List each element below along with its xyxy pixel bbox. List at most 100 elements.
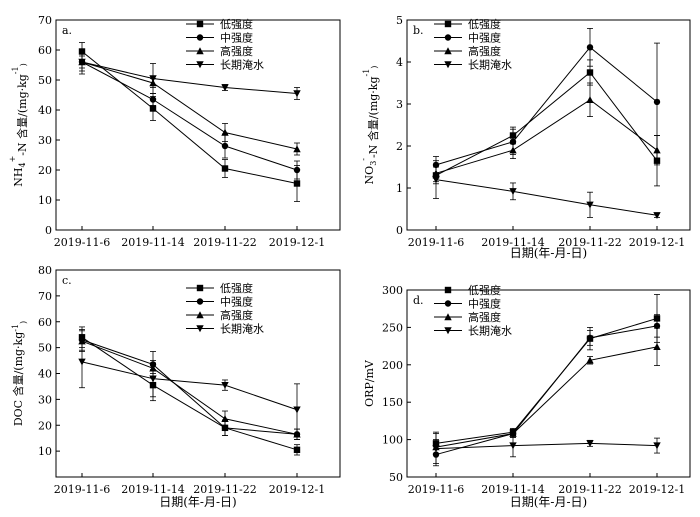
data-point: [653, 343, 661, 351]
y-tick-label: 30: [38, 134, 52, 147]
y-axis-label-part: 4: [18, 162, 27, 167]
y-tick-label: 250: [382, 321, 403, 334]
data-point: [293, 406, 301, 414]
legend-label: 长期淹水: [468, 325, 512, 338]
series-2: [432, 314, 661, 467]
plot-frame: [55, 19, 341, 231]
x-tick-label: 2019-11-22: [558, 483, 621, 496]
y-tick-label: 2: [396, 140, 403, 153]
y-tick-label: 20: [38, 419, 52, 432]
panel-label: a.: [62, 24, 72, 37]
series-line: [435, 442, 658, 450]
y-tick-label: 80: [38, 264, 52, 277]
series-2: [78, 52, 301, 180]
y-tick-label: 70: [38, 290, 52, 303]
y-tick-label: 70: [38, 14, 52, 27]
y-tick-label: 0: [45, 224, 52, 237]
data-point: [509, 442, 517, 450]
legend-marker: [444, 300, 452, 307]
series-4: [78, 335, 301, 437]
data-point: [149, 96, 157, 103]
series-line: [435, 346, 658, 448]
y-tick-label: 60: [38, 44, 52, 57]
panel-label: c.: [62, 274, 72, 287]
data-point: [586, 356, 594, 364]
data-point: [653, 146, 661, 154]
series-4: [432, 160, 661, 219]
data-point: [293, 90, 301, 98]
data-point: [432, 176, 440, 184]
legend-label: 低强度: [468, 283, 501, 297]
data-point: [293, 180, 301, 187]
x-tick-label: 2019-12-1: [629, 483, 685, 496]
legend-marker: [444, 47, 452, 55]
y-tick-label: 5: [396, 14, 403, 27]
plot-frame: [406, 289, 691, 478]
x-axis-label: 日期(年-月-日): [510, 246, 587, 260]
data-point: [293, 145, 301, 153]
x-tick-label: 2019-11-14: [481, 483, 544, 496]
y-axis-label-part: DOC 含量/(mg·kg: [11, 332, 25, 426]
y-tick-label: 4: [396, 56, 403, 69]
data-point: [149, 375, 157, 383]
chart-panel-2: 0 1 2 3 4 5 2019-11-6 2019-11-14 2019-11-22 2019-…: [359, 14, 691, 260]
data-point: [221, 128, 229, 136]
y-axis-label-part: -N 含量/(mg·kg: [15, 74, 29, 156]
data-point: [293, 166, 301, 174]
series-line: [435, 46, 658, 166]
y-axis-label-part: -1: [11, 66, 20, 74]
y-tick-label: 300: [382, 284, 403, 297]
y-axis-label-part: ): [19, 63, 28, 66]
x-tick-label: 2019-11-14: [121, 483, 184, 496]
y-axis-label: NO3--N 含量/(mg·kg-1): [359, 66, 380, 185]
y-tick-label: 1: [396, 182, 403, 195]
y-axis-label-part: +: [8, 156, 17, 163]
series-line: [81, 340, 298, 435]
x-tick-label: 2019-12-1: [269, 236, 325, 249]
series-line: [435, 179, 658, 216]
data-point: [221, 84, 229, 92]
legend-marker: [444, 34, 452, 41]
series-line: [81, 51, 298, 184]
series-1: [432, 294, 661, 455]
legend-marker: [444, 286, 452, 294]
x-tick-label: 2019-11-6: [408, 483, 464, 496]
legend-marker: [444, 313, 452, 321]
y-axis-label-part: ): [370, 66, 379, 69]
y-tick-label: 10: [38, 445, 52, 458]
x-tick-label: 2019-11-14: [121, 236, 184, 249]
legend-label: 中强度: [468, 297, 501, 311]
chart-panel-4: 50 100 150 200 250 300 2019-11-6 2019-11-14 2019…: [363, 283, 691, 509]
data-point: [586, 44, 594, 51]
data-point: [432, 445, 440, 453]
x-axis-label: 日期(年-月-日): [159, 495, 236, 509]
legend-label: 低强度: [220, 17, 253, 31]
y-axis-label: NH4+-N 含量/(mg·kg-1): [8, 63, 29, 186]
data-point: [653, 442, 661, 450]
data-point: [653, 98, 661, 106]
y-tick-label: 150: [382, 396, 403, 409]
legend-marker: [196, 284, 204, 292]
y-axis-label-part: -: [359, 158, 368, 161]
series-4: [78, 49, 301, 100]
y-axis-label-part: -1: [11, 324, 20, 332]
legend-label: 高强度: [220, 308, 253, 322]
series-line: [81, 61, 298, 150]
legend-marker: [444, 20, 452, 28]
data-point: [78, 58, 86, 66]
series-1: [78, 326, 301, 456]
legend-marker: [196, 20, 204, 28]
legend-marker: [196, 311, 204, 319]
legend-label: 中强度: [468, 31, 501, 45]
series-2: [78, 329, 301, 440]
series-3: [78, 55, 301, 156]
y-tick-label: 0: [396, 224, 403, 237]
data-point: [509, 146, 517, 154]
y-axis-label: ORP/mV: [363, 359, 376, 407]
data-point: [509, 429, 517, 437]
legend-marker: [444, 327, 452, 335]
legend-marker: [196, 325, 204, 333]
y-tick-label: 40: [38, 368, 52, 381]
